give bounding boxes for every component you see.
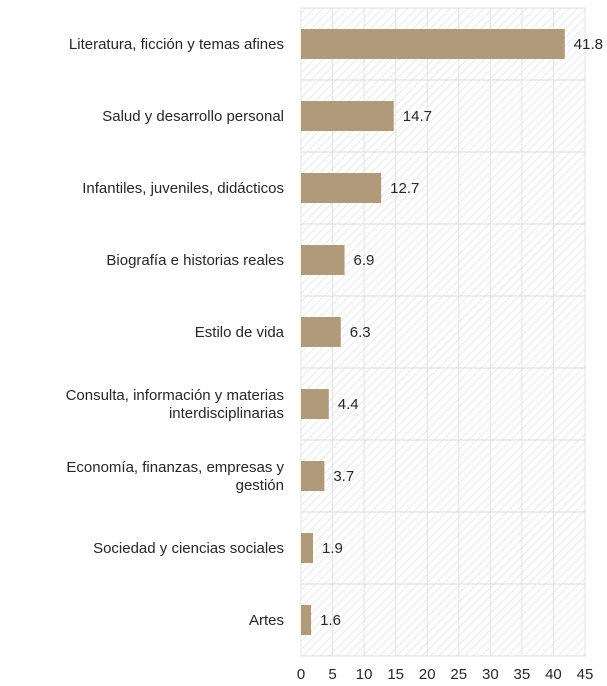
x-tick-label: 30	[482, 666, 499, 683]
category-label: Estilo de vida	[195, 324, 285, 341]
bar	[301, 101, 394, 131]
x-tick-label: 0	[297, 666, 305, 683]
category-label: Sociedad y ciencias sociales	[93, 540, 284, 557]
data-label: 1.9	[322, 540, 343, 557]
bar	[301, 29, 565, 59]
bar	[301, 605, 312, 635]
bar	[301, 533, 313, 563]
bar	[301, 173, 382, 203]
data-label: 1.6	[320, 612, 341, 629]
data-label: 6.3	[350, 324, 371, 341]
bar	[301, 317, 341, 347]
category-label: Biografía e historias reales	[106, 252, 284, 269]
x-tick-label: 10	[356, 666, 373, 683]
data-label: 3.7	[333, 468, 354, 485]
category-label: Infantiles, juveniles, didácticos	[82, 180, 284, 197]
bars	[301, 29, 565, 635]
category-label: Economía, finanzas, empresas y	[66, 459, 284, 476]
data-label: 14.7	[403, 108, 432, 125]
bar	[301, 461, 325, 491]
x-tick-label: 45	[577, 666, 594, 683]
x-tick-label: 35	[514, 666, 531, 683]
category-label: Consulta, información y materias	[66, 387, 284, 404]
data-label: 4.4	[338, 396, 359, 413]
value-labels: 41.8 14.7 12.7 6.9 6.3 4.4 3.7 1.9 1.6	[320, 36, 603, 629]
x-tick-label: 25	[450, 666, 467, 683]
category-label: gestión	[236, 477, 284, 494]
category-label: Artes	[249, 612, 284, 629]
category-label: Literatura, ficción y temas afines	[69, 36, 284, 53]
data-label: 41.8	[574, 36, 603, 53]
category-label: Salud y desarrollo personal	[102, 108, 284, 125]
data-label: 12.7	[390, 180, 419, 197]
category-labels: Literatura, ficción y temas afines Salud …	[66, 36, 285, 629]
x-tick-label: 20	[419, 666, 436, 683]
x-tick-label: 40	[545, 666, 562, 683]
bar	[301, 245, 345, 275]
x-axis-ticks: 0 5 10 15 20 25 30 35 40 45	[297, 666, 594, 683]
bar	[301, 389, 329, 419]
x-tick-label: 5	[328, 666, 336, 683]
data-label: 6.9	[354, 252, 375, 269]
x-tick-label: 15	[387, 666, 404, 683]
category-label: interdisciplinarias	[169, 405, 284, 422]
